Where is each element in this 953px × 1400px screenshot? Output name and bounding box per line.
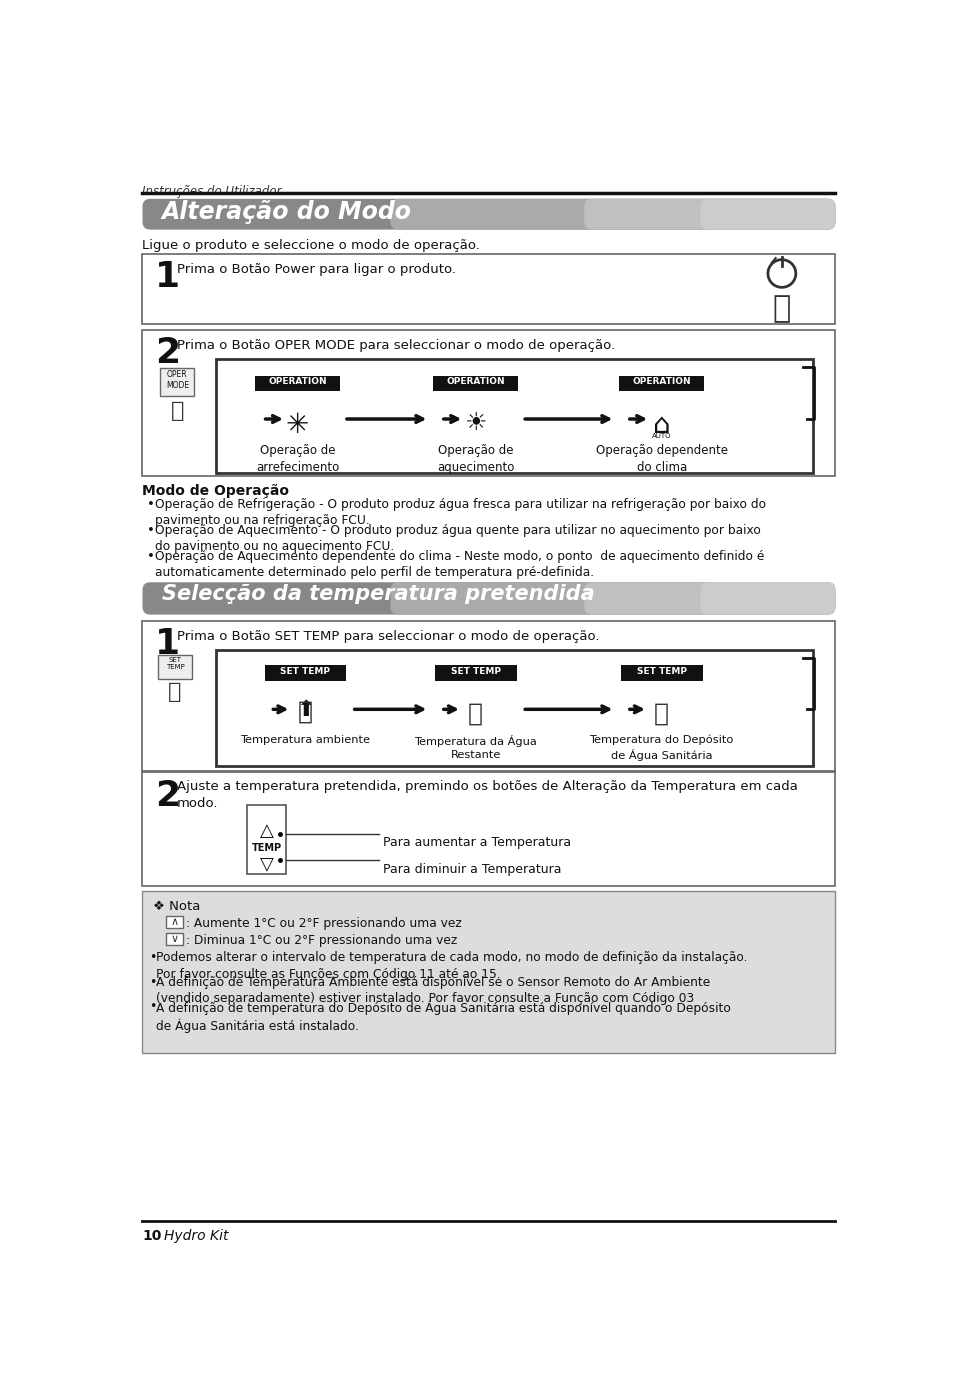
Text: SET TEMP: SET TEMP	[636, 666, 686, 676]
Text: Alteração do Modo: Alteração do Modo	[162, 200, 412, 224]
Text: •: •	[147, 524, 154, 536]
Text: Prima o Botão OPER MODE para seleccionar o modo de operação.: Prima o Botão OPER MODE para seleccionar…	[176, 339, 614, 351]
Bar	[620, 665, 702, 680]
Text: •: •	[149, 976, 156, 988]
Text: 1: 1	[154, 627, 180, 661]
Text: Operação de
aquecimento: Operação de aquecimento	[436, 444, 514, 473]
Text: A definição de temperatura do Depósito de Água Sanitária está disponível quando : A definição de temperatura do Depósito d…	[156, 1001, 731, 1033]
Text: ⌂: ⌂	[652, 412, 670, 440]
Text: Operação de Aquecimento dependente do clima - Neste modo, o ponto  de aqueciment: Operação de Aquecimento dependente do cl…	[154, 550, 763, 580]
Text: Para aumentar a Temperatura: Para aumentar a Temperatura	[382, 836, 570, 850]
Text: Temperatura ambiente: Temperatura ambiente	[240, 735, 370, 745]
Text: ▽: ▽	[259, 855, 274, 872]
Text: 2: 2	[154, 336, 180, 370]
Bar	[166, 932, 183, 945]
Text: ☀: ☀	[464, 412, 486, 435]
Text: Hydro Kit: Hydro Kit	[164, 1229, 229, 1243]
Text: 🌡: 🌡	[297, 700, 313, 724]
Text: •: •	[147, 497, 154, 511]
Bar	[247, 805, 286, 874]
Text: Operação de Aquecimento - O produto produz água quente para utilizar no aquecime: Operação de Aquecimento - O produto prod…	[154, 524, 760, 553]
FancyBboxPatch shape	[583, 199, 835, 230]
Text: : Aumente 1°C ou 2°F pressionando uma vez: : Aumente 1°C ou 2°F pressionando uma ve…	[186, 917, 461, 930]
Text: Ligue o produto e seleccione o modo de operação.: Ligue o produto e seleccione o modo de o…	[142, 239, 480, 252]
Text: SET
TEMP: SET TEMP	[166, 657, 184, 671]
Text: ∨: ∨	[170, 934, 178, 944]
Text: AUTO: AUTO	[651, 433, 671, 438]
Bar	[216, 650, 812, 766]
Text: OPERATION: OPERATION	[446, 378, 504, 386]
Text: ⬆: ⬆	[295, 700, 314, 720]
FancyBboxPatch shape	[583, 582, 835, 615]
Text: Prima o Botão Power para ligar o produto.: Prima o Botão Power para ligar o produto…	[176, 263, 456, 276]
Text: ✋: ✋	[772, 294, 790, 323]
FancyBboxPatch shape	[700, 199, 835, 230]
Text: 10: 10	[142, 1229, 162, 1243]
Text: △: △	[259, 822, 274, 840]
Bar	[216, 358, 812, 473]
Bar	[618, 375, 703, 391]
Text: ∧: ∧	[170, 917, 178, 927]
Text: Podemos alterar o intervalo de temperatura de cada modo, no modo de definição da: Podemos alterar o intervalo de temperatu…	[156, 951, 747, 980]
Bar	[142, 620, 835, 771]
Text: 1: 1	[154, 260, 180, 294]
Bar	[435, 665, 517, 680]
Text: 💧: 💧	[654, 701, 669, 725]
Text: Selecção da temperatura pretendida: Selecção da temperatura pretendida	[162, 584, 594, 603]
Text: Temperatura da Água
Restante: Temperatura da Água Restante	[414, 735, 537, 760]
Text: Para diminuir a Temperatura: Para diminuir a Temperatura	[382, 862, 560, 875]
Text: 2: 2	[154, 778, 180, 812]
Text: Ajuste a temperatura pretendida, premindo os botões de Alteração da Temperatura : Ajuste a temperatura pretendida, premind…	[176, 780, 797, 811]
Text: ✋: ✋	[168, 682, 182, 703]
Text: : Diminua 1°C ou 2°F pressionando uma vez: : Diminua 1°C ou 2°F pressionando uma ve…	[186, 934, 456, 948]
Bar	[142, 773, 835, 886]
Text: OPER
MODE: OPER MODE	[166, 370, 189, 389]
FancyBboxPatch shape	[142, 582, 835, 615]
Text: SET TEMP: SET TEMP	[450, 666, 500, 676]
Text: OPERATION: OPERATION	[632, 378, 690, 386]
Bar	[158, 655, 192, 679]
FancyBboxPatch shape	[142, 199, 835, 230]
Text: ❖ Nota: ❖ Nota	[153, 900, 200, 913]
Bar	[254, 375, 340, 391]
FancyBboxPatch shape	[390, 199, 835, 230]
Text: Modo de Operação: Modo de Operação	[142, 483, 289, 497]
Text: TEMP: TEMP	[252, 843, 281, 853]
Text: Instruções do Utilizador: Instruções do Utilizador	[142, 185, 282, 197]
Text: ✳: ✳	[286, 412, 309, 440]
Bar	[166, 916, 183, 928]
Text: Operação de Refrigeração - O produto produz água fresca para utilizar na refrige: Operação de Refrigeração - O produto pro…	[154, 497, 765, 526]
Text: •: •	[147, 550, 154, 563]
FancyBboxPatch shape	[700, 582, 835, 615]
Text: ✋: ✋	[171, 400, 184, 420]
FancyBboxPatch shape	[390, 582, 835, 615]
Text: SET TEMP: SET TEMP	[280, 666, 330, 676]
Bar	[160, 368, 194, 396]
Text: A definição de Temperatura Ambiente está disponível se o Sensor Remoto do Ar Amb: A definição de Temperatura Ambiente está…	[156, 976, 710, 1005]
Text: •: •	[149, 951, 156, 965]
Text: Temperatura do Depósito
de Água Sanitária: Temperatura do Depósito de Água Sanitári…	[589, 735, 733, 760]
Bar	[265, 665, 346, 680]
Bar	[142, 255, 835, 323]
Text: OPERATION: OPERATION	[268, 378, 327, 386]
Text: Prima o Botão SET TEMP para seleccionar o modo de operação.: Prima o Botão SET TEMP para seleccionar …	[176, 630, 598, 643]
Text: •: •	[149, 1001, 156, 1014]
Text: Operação de
arrefecimento: Operação de arrefecimento	[255, 444, 338, 473]
Text: Operação dependente
do clima: Operação dependente do clima	[595, 444, 727, 473]
Bar	[142, 890, 835, 1053]
Bar	[433, 375, 517, 391]
Bar	[142, 330, 835, 476]
Text: 🧊: 🧊	[468, 701, 483, 725]
